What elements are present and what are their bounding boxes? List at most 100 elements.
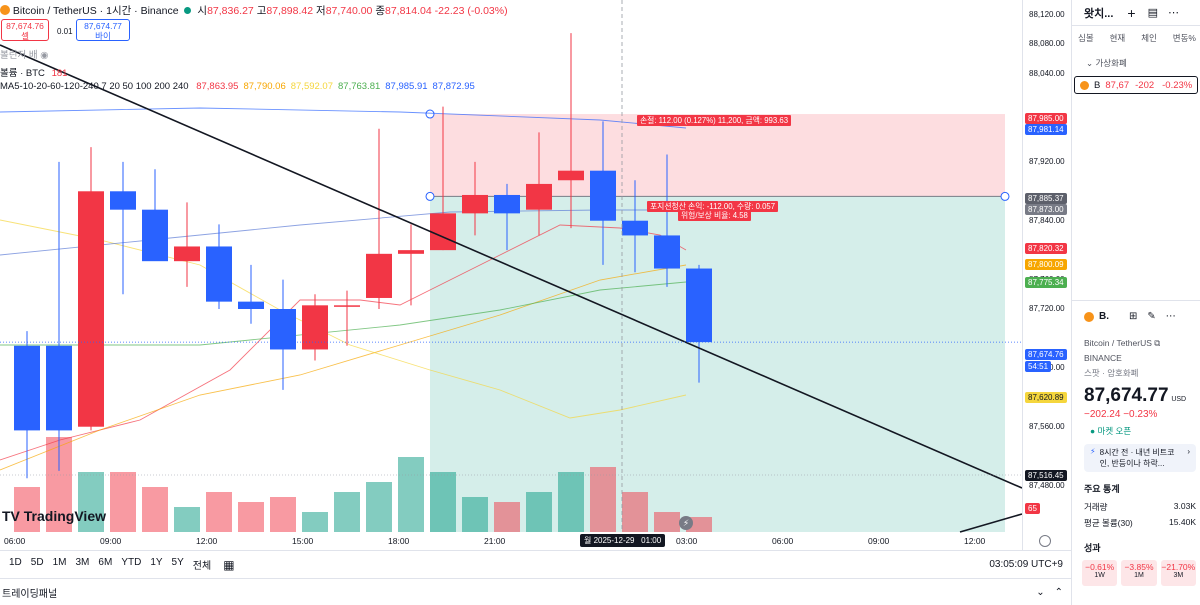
volume-bar — [366, 482, 392, 532]
candle-body — [590, 170, 616, 221]
chevron-down-icon[interactable]: ⌄ — [1036, 586, 1045, 598]
perf-1M[interactable]: −3.85% 1M — [1121, 560, 1157, 586]
crosshair-time-label: 월 2025-12-29 01:00 — [580, 534, 666, 547]
volume-bar — [78, 472, 104, 532]
candle-body — [622, 220, 648, 236]
column-header[interactable]: 체인 — [1141, 33, 1157, 43]
timeframe-전체[interactable]: 전체 — [192, 561, 212, 572]
volume-bar — [14, 487, 40, 532]
current-price: 87,674.77 — [1084, 385, 1169, 406]
price-tick: 88,080.00 — [1029, 39, 1065, 49]
news-card[interactable]: ⚡ 8시간 전 · 내년 비트코인, 반등이나 하락... › — [1084, 444, 1196, 472]
timeframe-5Y[interactable]: 5Y — [171, 557, 184, 568]
settings-icon[interactable] — [1039, 535, 1051, 547]
take-profit-zone — [430, 196, 1005, 532]
watchlist-columns: 심볼 현재 체인 변동% — [1072, 26, 1200, 48]
perf-period: 1M — [1134, 572, 1144, 579]
price-change: −202.24 −0.23% — [1084, 409, 1158, 420]
price-badge: 87,620.89 — [1025, 392, 1067, 403]
timeframe-1Y[interactable]: 1Y — [150, 557, 163, 568]
candle-body — [494, 194, 520, 214]
eye-icon[interactable]: ◉ — [40, 50, 49, 61]
spread: 0.01 — [57, 27, 73, 36]
more-icon[interactable]: ⋯ — [1165, 311, 1176, 322]
expand-icon[interactable]: ⌃ — [1054, 586, 1063, 598]
price-tick: 87,480.00 — [1029, 480, 1065, 490]
price-badge: 87,981.14 — [1025, 124, 1067, 135]
more-icon[interactable]: ⋯ — [1168, 7, 1180, 19]
candle-body — [558, 170, 584, 181]
stats-title: 주요 통계 — [1084, 484, 1120, 494]
plus-icon[interactable]: + — [1127, 4, 1136, 21]
volume-legend[interactable]: 볼륨 · BTC 181 — [0, 68, 68, 79]
symbol-legend: Bitcoin / TetherUS · 1시간 · Binance 시87,8… — [0, 3, 508, 18]
trading-panel-tab[interactable]: 트레이딩패널 — [2, 588, 58, 600]
trading-panel-bar[interactable]: 트레이딩패널 ⌄ ⌃ — [0, 578, 1071, 605]
price-tick: 87,720.00 — [1029, 304, 1065, 313]
currency: USD — [1171, 396, 1187, 403]
volume-bar — [238, 502, 264, 532]
volume-bar — [654, 512, 680, 532]
volume-bar — [174, 507, 200, 532]
candle-body — [142, 209, 168, 262]
timeframe-1D[interactable]: 1D — [9, 557, 22, 568]
lightning-icon[interactable]: ⚡ — [679, 516, 693, 530]
time-tick: 09:00 — [868, 536, 890, 546]
timeframe-5D[interactable]: 5D — [30, 557, 44, 568]
candle-body — [14, 345, 40, 431]
instrument-type: 스팟 · 암호화폐 — [1084, 368, 1139, 378]
time-tick: 18:00 — [388, 536, 410, 546]
price-tick: 87,840.00 — [1029, 215, 1065, 225]
buy-button[interactable]: 87,674.77 바이 — [76, 19, 130, 41]
bollinger-legend[interactable]: 볼린저 배 ◉ — [0, 50, 49, 61]
volume-bar — [270, 497, 296, 532]
external-link-icon[interactable]: ⧉ — [1154, 338, 1161, 348]
chart-area[interactable]: Bitcoin / TetherUS · 1시간 · Binance 시87,8… — [0, 0, 1071, 550]
ma-legend[interactable]: MA5-10-20-60-120-240 7 20 50 100 200 240… — [0, 81, 475, 92]
ma-value-5: 87,872.95 — [432, 81, 475, 92]
time-axis[interactable]: 06:00 09:00 12:00 15:00 18:00 21:00 03:00 06:00… — [0, 532, 1022, 550]
chevron-right-icon: › — [1187, 447, 1190, 456]
candle-body — [334, 305, 360, 307]
symbol-title[interactable]: Bitcoin / TetherUS · 1시간 · Binance — [12, 5, 179, 17]
price-axis[interactable]: 88,120.0088,080.0088,040.0087,960.0087,9… — [1022, 0, 1071, 550]
calendar-icon[interactable]: ▦ — [223, 557, 235, 572]
volume-bar — [430, 472, 456, 532]
section-crypto[interactable]: ⌄ 가상화폐 — [1086, 58, 1127, 68]
tradingview-logo: TV TradingView — [2, 508, 106, 524]
timeframe-6M[interactable]: 6M — [98, 557, 113, 568]
price-chart[interactable] — [0, 0, 1071, 550]
risk-reward-label[interactable]: 위험/보상 비율: 4.58 — [678, 210, 751, 221]
bitcoin-icon — [1084, 311, 1094, 322]
volume-bar — [494, 502, 520, 532]
perf-1W[interactable]: −0.61% 1W — [1082, 560, 1118, 586]
column-header[interactable]: 심볼 — [1078, 33, 1094, 43]
exchange-name: BINANCE — [1084, 353, 1122, 363]
time-tick: 06:00 — [772, 536, 794, 546]
grid-icon[interactable]: ⊞ — [1129, 311, 1138, 322]
perf-3M[interactable]: −21.70% 3M — [1160, 560, 1196, 586]
candle-body — [430, 213, 456, 251]
watchlist-title[interactable]: 왓치... — [1084, 7, 1114, 20]
position-pnl-label[interactable]: 포지션청산 손익: -112.00, 수량: 0.057 — [647, 201, 779, 212]
bitcoin-icon — [0, 5, 10, 15]
timeframe-3M[interactable]: 3M — [75, 557, 90, 568]
timeframe-YTD[interactable]: YTD — [121, 557, 142, 568]
ma-line-0 — [0, 224, 687, 461]
table-icon[interactable]: ▤ — [1147, 7, 1159, 19]
watchlist-row-btc[interactable]: B 87,67 -202 -0.23% — [1074, 76, 1198, 94]
clock-label[interactable]: 03:05:09 UTC+9 — [989, 559, 1063, 570]
stop-loss-label[interactable]: 손절: 112.00 (0.127%) 11,200, 금액: 993.63 — [637, 115, 792, 126]
volume-bar — [110, 472, 136, 532]
price-badge: 65 — [1025, 503, 1040, 514]
column-header[interactable]: 현재 — [1109, 33, 1126, 43]
candle-body — [302, 305, 328, 350]
ma-line-4 — [0, 107, 687, 129]
timeframe-1M[interactable]: 1M — [52, 557, 67, 568]
volume-bar — [334, 492, 360, 532]
sell-button[interactable]: 87,674.76 셀 — [1, 19, 49, 41]
column-header[interactable]: 변동% — [1172, 33, 1196, 43]
performance-cells: −0.61% 1W −3.85% 1M −21.70% 3M — [1072, 554, 1200, 586]
edit-icon[interactable]: ✎ — [1147, 311, 1156, 322]
bitcoin-icon — [1080, 80, 1089, 90]
